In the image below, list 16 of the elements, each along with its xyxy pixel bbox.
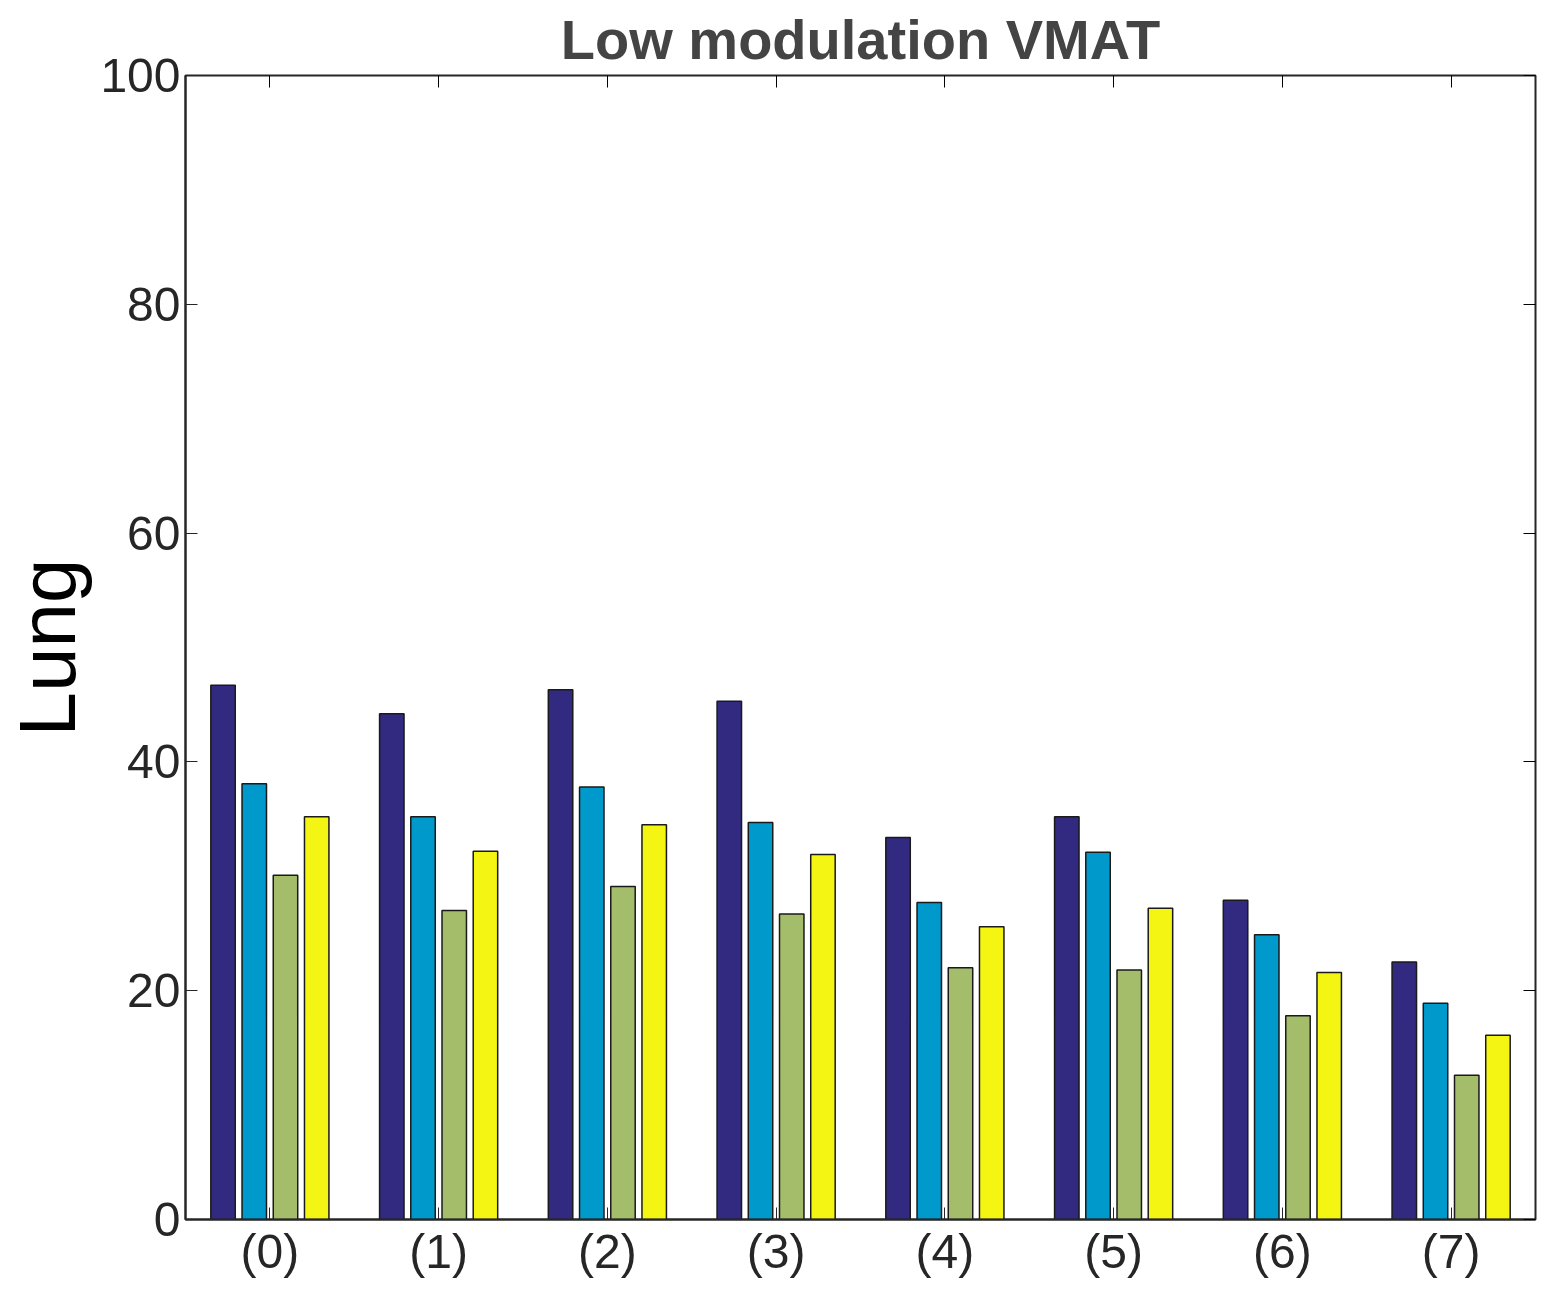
x-tick-label: (6): [1253, 1224, 1312, 1278]
x-tick-label: (2): [578, 1224, 637, 1278]
x-tick-label: (4): [915, 1224, 975, 1278]
y-tick-label: 0: [153, 1193, 181, 1246]
x-tick-label: (5): [1084, 1224, 1143, 1278]
x-tick-label: (3): [746, 1224, 806, 1278]
y-tick-label: 100: [100, 49, 181, 102]
y-tick-label: 40: [127, 735, 181, 789]
y-axis-title: Lung: [3, 558, 93, 737]
chart-title: Low modulation VMAT: [560, 7, 1161, 71]
y-tick-label: 80: [127, 277, 181, 331]
y-tick-label: 60: [127, 506, 181, 560]
x-tick-label: (7): [1421, 1224, 1481, 1278]
x-tick-label: (0): [240, 1224, 300, 1278]
x-tick-label: (1): [409, 1224, 468, 1278]
y-tick-label: 20: [127, 964, 181, 1018]
